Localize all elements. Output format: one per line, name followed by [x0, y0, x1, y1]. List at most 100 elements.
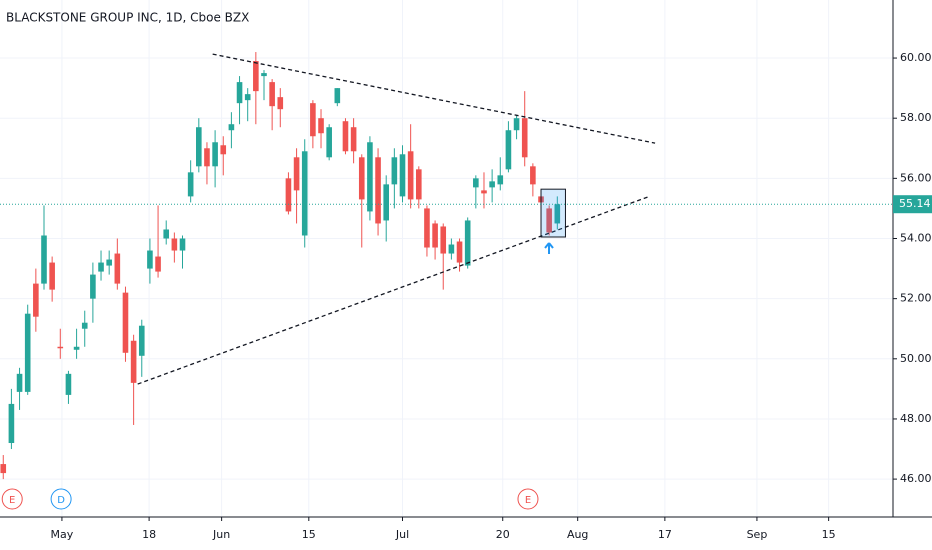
x-tick-label: 15	[822, 528, 836, 541]
highlight-box	[540, 188, 566, 238]
candle-body	[513, 118, 520, 131]
candle-body	[375, 157, 381, 224]
candle-body	[171, 238, 178, 251]
candle-body	[440, 226, 447, 254]
candle-body	[261, 73, 267, 77]
candle-body	[106, 259, 112, 266]
candle-body	[497, 175, 504, 185]
y-tick-label: 60.00	[900, 51, 932, 64]
candle-body	[49, 262, 55, 290]
chart-title: BLACKSTONE GROUP INC, 1D, Cboe BZX	[6, 11, 249, 25]
candle-body	[350, 127, 357, 152]
candle-body	[505, 130, 512, 170]
candle-body	[521, 118, 528, 158]
candle-body	[220, 145, 227, 155]
candle-body	[204, 148, 210, 167]
y-tick-label: 58.00	[900, 111, 932, 124]
candle-body	[464, 220, 471, 266]
candle-body	[196, 127, 202, 167]
last-price-box	[893, 195, 932, 214]
candle-body	[122, 292, 129, 353]
candle-body	[155, 256, 161, 272]
x-tick-label: 17	[658, 528, 672, 541]
x-tick-label: May	[51, 528, 74, 541]
candle-body	[187, 172, 194, 197]
candle-body	[448, 244, 455, 254]
candle-body	[285, 178, 292, 212]
arrow	[544, 242, 554, 254]
y-tick-label: 56.00	[900, 171, 932, 184]
candle-body	[456, 241, 463, 263]
candle-body	[473, 178, 479, 188]
candle-body	[489, 181, 495, 188]
candle-body	[277, 97, 284, 110]
candle-body	[130, 340, 137, 383]
candle-body	[269, 82, 275, 107]
candle-body	[65, 373, 72, 395]
axes: 46.00 48.00 50.00 52.00 54.00 56.00 58.00 60.00…	[51, 51, 932, 541]
candle-body	[554, 204, 561, 224]
candle-body	[24, 313, 31, 392]
candle-body	[318, 118, 324, 134]
x-tick-label: 15	[302, 528, 316, 541]
candle-body	[179, 238, 186, 251]
x-tick-label: Aug	[567, 528, 588, 541]
candle-body	[293, 157, 300, 191]
x-tick-label: Jul	[395, 528, 409, 541]
candle-body	[244, 94, 251, 101]
event-label: E	[525, 495, 531, 506]
last-price-label: 55.14	[899, 197, 931, 210]
candle-body	[138, 325, 145, 356]
candle-body	[399, 154, 406, 197]
candle-body	[212, 142, 218, 167]
event-label: D	[57, 495, 65, 506]
candle-body	[228, 124, 235, 131]
y-tick-label: 54.00	[900, 231, 932, 244]
event-marker	[517, 488, 539, 510]
candle-body	[326, 127, 332, 158]
x-tick-label: Sep	[747, 528, 768, 541]
candle-body	[342, 121, 349, 152]
candle-body	[432, 223, 438, 248]
candle-body	[90, 274, 96, 299]
event-label: E	[9, 495, 15, 506]
candle-body	[73, 346, 80, 350]
candle-body	[391, 157, 398, 185]
candle-body	[407, 151, 414, 200]
candle-body	[147, 250, 153, 269]
event-marker	[50, 488, 72, 510]
candle-body	[546, 208, 552, 233]
candle-body	[415, 169, 422, 200]
candle-body	[0, 464, 7, 474]
event-marker	[1, 488, 23, 510]
candle-body	[41, 235, 47, 284]
candle-body	[81, 322, 88, 329]
candle-body	[481, 190, 487, 194]
x-tick-label: 20	[496, 528, 510, 541]
x-tick-label: Jun	[212, 528, 230, 541]
candle-body	[424, 208, 430, 248]
candle-body	[8, 403, 15, 444]
candle-body	[530, 166, 536, 185]
candle-body	[253, 61, 259, 92]
y-tick-label: 52.00	[900, 292, 932, 305]
grid	[0, 0, 893, 517]
x-tick-label: 18	[142, 528, 156, 541]
candle-body	[33, 283, 39, 317]
candle-body	[236, 82, 243, 104]
candle-body	[367, 142, 373, 212]
candle-body	[334, 88, 341, 104]
candle-body	[16, 373, 23, 392]
candle-body	[310, 103, 316, 137]
candle-body	[163, 229, 170, 239]
candle-body	[301, 151, 308, 236]
candle-body	[114, 253, 121, 284]
y-tick-label: 50.00	[900, 352, 932, 365]
trendline	[212, 53, 656, 144]
y-tick-label: 48.00	[900, 412, 932, 425]
candle-body	[383, 184, 390, 221]
candle-body	[98, 262, 104, 272]
